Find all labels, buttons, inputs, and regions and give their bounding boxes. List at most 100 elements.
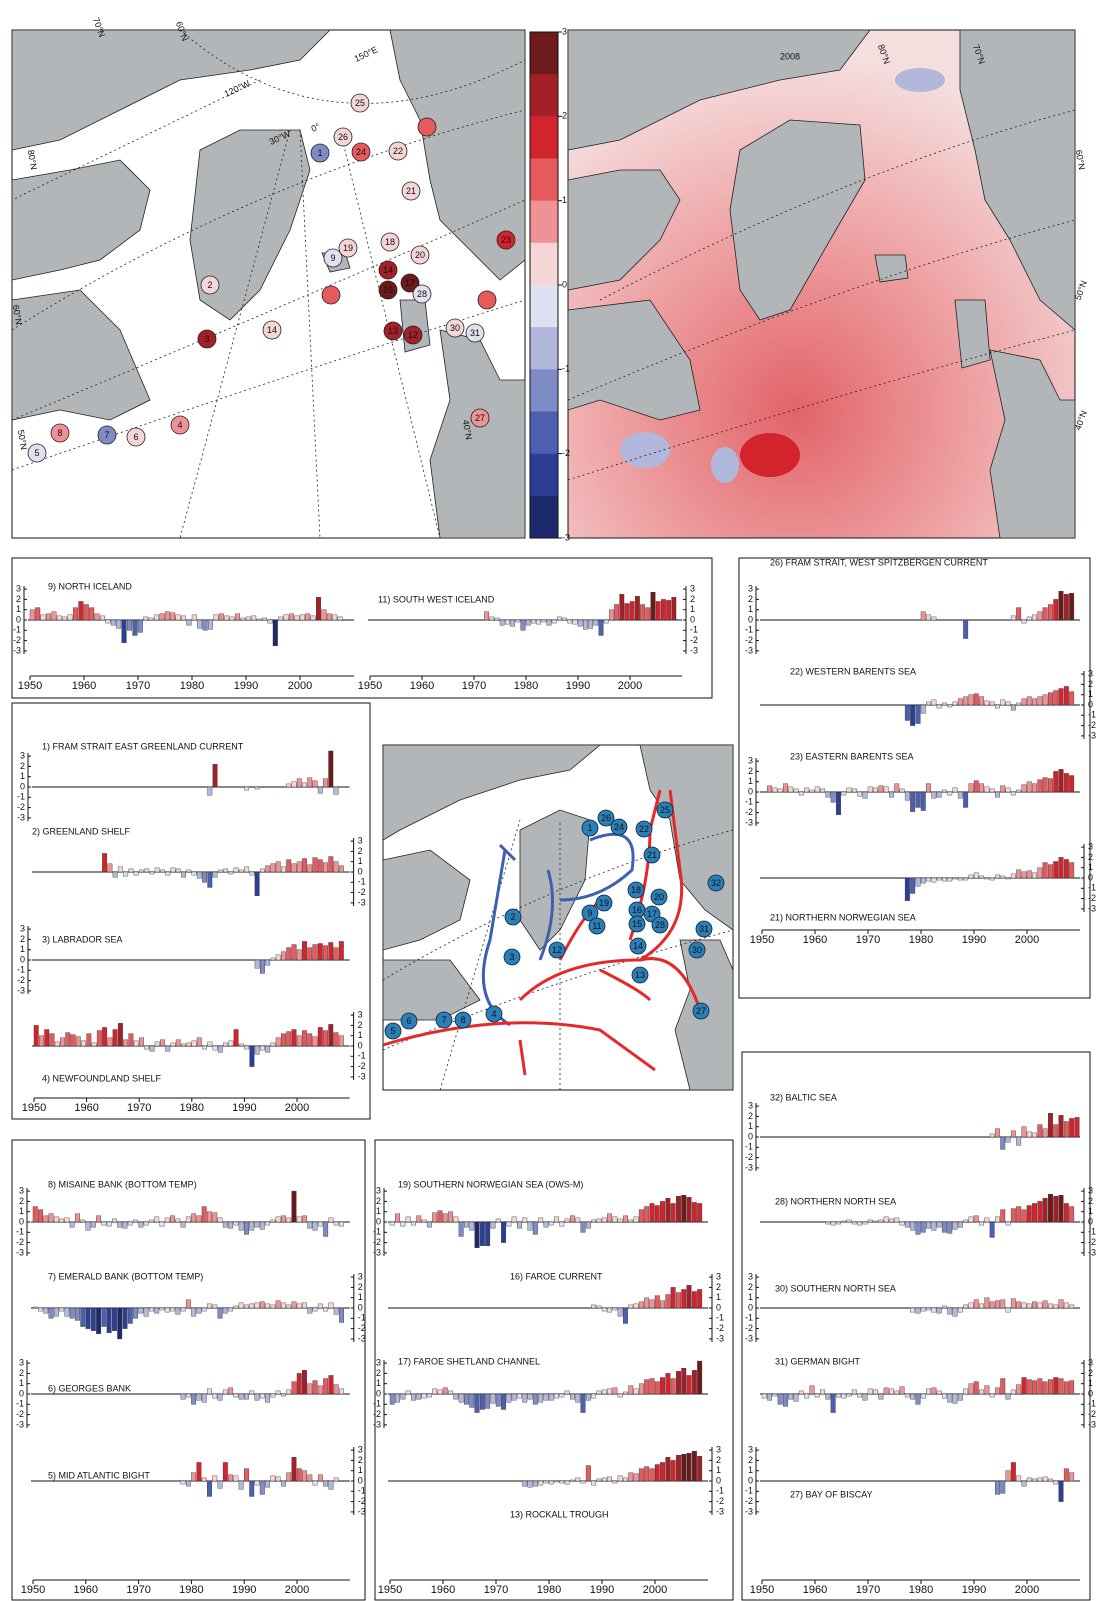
bar (531, 619, 536, 624)
panel-title: 7) EMERALD BANK (BOTTOM TEMP) (48, 1271, 203, 1281)
bar (270, 957, 276, 961)
bar (830, 1393, 836, 1413)
bar (144, 1045, 150, 1050)
bar (175, 1218, 181, 1223)
bar (1021, 619, 1027, 624)
bar (830, 791, 836, 803)
colorbar-swatch (530, 158, 558, 202)
y-tick-label: 2 (690, 594, 695, 604)
bar (570, 1215, 575, 1223)
bar (1042, 862, 1048, 879)
bar (56, 615, 62, 621)
bar (543, 1480, 549, 1484)
x-tick-label: 1960 (431, 1584, 455, 1596)
bar (1032, 783, 1038, 793)
y-tick-label: 3 (376, 1185, 381, 1195)
bar (1047, 1379, 1053, 1395)
bar (607, 1307, 613, 1313)
bar (548, 1221, 554, 1226)
bar (670, 1460, 676, 1482)
x-tick-label: 1950 (22, 1102, 46, 1114)
bar (761, 1393, 767, 1399)
bar (138, 1037, 144, 1047)
bar (1069, 1380, 1075, 1395)
y-tick-label: 1 (1088, 862, 1093, 872)
bar (312, 1480, 318, 1486)
greenland (519, 809, 591, 951)
bar (280, 1480, 286, 1487)
bar (1037, 1124, 1043, 1138)
bar (117, 866, 123, 873)
bar (127, 1307, 133, 1324)
station (627, 881, 645, 899)
bar (180, 1480, 186, 1485)
station-label: 6 (406, 1016, 411, 1026)
bar (554, 1480, 560, 1483)
y-tick-label: -1 (373, 1399, 381, 1409)
bar (302, 1470, 307, 1482)
bar (259, 1045, 265, 1051)
y-tick-label: -2 (745, 1323, 753, 1333)
bar (538, 1480, 544, 1486)
bar (562, 617, 568, 621)
bar (106, 1221, 112, 1227)
bar (1069, 691, 1075, 706)
bar (164, 1217, 170, 1223)
bar (286, 1217, 292, 1223)
bar (654, 1464, 660, 1482)
bar (1000, 785, 1006, 793)
bar (963, 791, 969, 808)
bar (185, 1299, 191, 1309)
bar (559, 1221, 565, 1227)
bar (522, 1217, 528, 1223)
bar (296, 1035, 302, 1047)
bar (522, 1393, 528, 1403)
station-label: 19 (599, 898, 609, 908)
bar (328, 1375, 334, 1395)
bar (128, 1033, 134, 1047)
panel-title: 21) NORTHERN NORWEGIAN SEA (770, 912, 916, 922)
bar (180, 1307, 186, 1312)
station-label: 4 (177, 420, 182, 430)
bar (617, 1475, 623, 1482)
bar (952, 701, 958, 706)
bar (212, 1212, 218, 1223)
bar (186, 1042, 192, 1047)
bar (557, 616, 562, 621)
bar (548, 1480, 554, 1485)
bar (957, 1307, 963, 1313)
bar (296, 949, 302, 961)
bar (267, 619, 273, 624)
x-tick-label: 1950 (750, 1584, 774, 1596)
bar (259, 1301, 265, 1309)
bar (1010, 1298, 1016, 1309)
bar (1053, 1480, 1059, 1485)
colorbar-swatch (530, 74, 558, 117)
y-tick-label: -1 (1088, 710, 1096, 720)
bar (661, 599, 666, 621)
station-label: 22 (393, 146, 403, 156)
bar (670, 1378, 676, 1395)
bar (411, 1221, 416, 1226)
right-map (567, 29, 1076, 539)
bar (601, 1389, 607, 1395)
bar (251, 615, 257, 621)
bar (585, 1393, 591, 1401)
station-label: 16 (632, 905, 642, 915)
station-label: 20 (654, 892, 664, 902)
bar (926, 877, 932, 882)
y-tick-label: 2 (1088, 1196, 1093, 1206)
bar (570, 1393, 575, 1400)
bar (1063, 859, 1069, 879)
y-tick-label: -3 (745, 1333, 753, 1343)
bar (153, 614, 159, 621)
bar (312, 857, 318, 873)
bar (904, 704, 910, 721)
bar (111, 1307, 117, 1331)
bar (64, 1217, 70, 1223)
bar (1000, 1480, 1006, 1494)
bar (99, 615, 105, 621)
bar (280, 1393, 286, 1397)
station-label: 1 (317, 148, 322, 158)
panel-title: 4) NEWFOUNDLAND SHELF (42, 1073, 162, 1083)
